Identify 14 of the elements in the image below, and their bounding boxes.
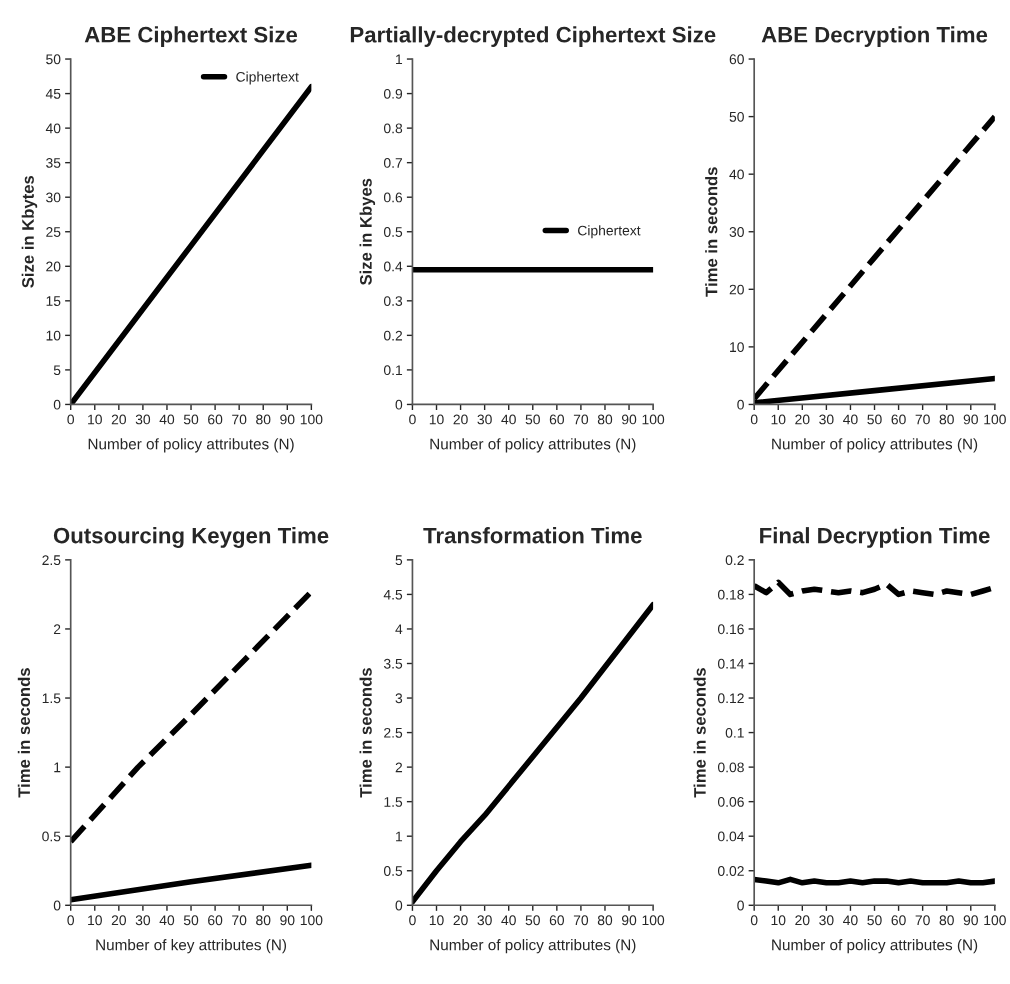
y-axis-title: Size in Kbyes bbox=[359, 178, 376, 285]
chart-title: Partially-decrypted Ciphertext Size bbox=[350, 26, 716, 47]
chart-title: Outsourcing Keygen Time bbox=[53, 527, 329, 548]
chart-title: Final Decryption Time bbox=[760, 527, 990, 548]
y-axis-title: Time in seconds bbox=[693, 668, 706, 798]
y-axis-title: Size in Kbytes bbox=[21, 175, 38, 288]
chart-title: ABE Ciphertext Size bbox=[84, 26, 298, 47]
line-series bbox=[70, 588, 312, 845]
chart-title: ABE Decryption Time bbox=[761, 26, 988, 47]
chart-title: Transformation Time bbox=[423, 527, 642, 544]
line-series bbox=[754, 579, 995, 598]
y-axis-title: Time in seconds bbox=[705, 167, 718, 297]
y-axis-title: Time in seconds bbox=[17, 668, 31, 798]
y-axis-title: Time in seconds bbox=[359, 668, 372, 798]
